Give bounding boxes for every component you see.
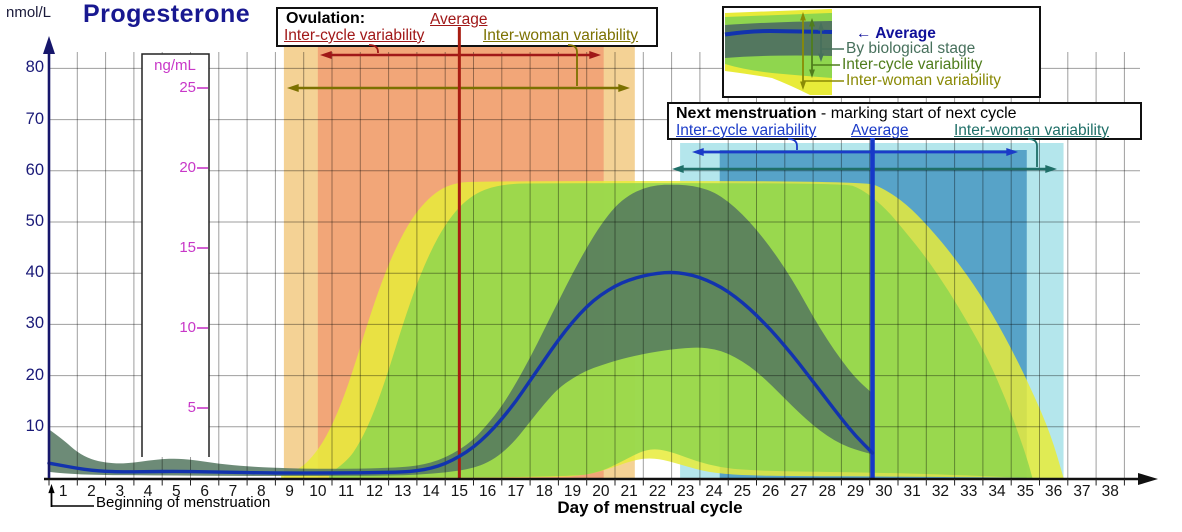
arrowhead — [800, 12, 806, 21]
arrowhead — [618, 83, 630, 93]
arrowhead — [800, 81, 806, 90]
arrowhead — [809, 69, 815, 78]
legend-sample-average-line — [724, 28, 833, 37]
brace-connector — [368, 44, 379, 53]
arrowhead — [48, 484, 55, 494]
brace-connector — [1027, 138, 1038, 167]
y-axis-arrowhead — [43, 36, 55, 54]
arrowhead — [818, 22, 824, 31]
arrowhead — [818, 53, 824, 62]
brace-connector — [787, 138, 798, 150]
ng-scale-box-border — [141, 53, 210, 457]
next-annotation-box — [667, 102, 1142, 140]
arrowhead — [320, 50, 332, 60]
average-progesterone-line — [47, 270, 875, 475]
arrowhead — [692, 147, 704, 157]
arrowhead — [1006, 147, 1018, 157]
arrowhead — [809, 18, 815, 27]
arrowhead — [672, 164, 684, 174]
ovulation-annotation-box — [276, 7, 658, 47]
brace-connector — [567, 44, 578, 86]
legend-sample-by-stage — [725, 21, 832, 58]
by-biological-stage-band — [49, 184, 873, 476]
ng-scale-box — [142, 54, 209, 457]
arrowhead — [1045, 164, 1057, 174]
arrowhead — [287, 83, 299, 93]
x-axis-arrowhead — [1138, 473, 1158, 485]
arrowhead — [589, 50, 601, 60]
